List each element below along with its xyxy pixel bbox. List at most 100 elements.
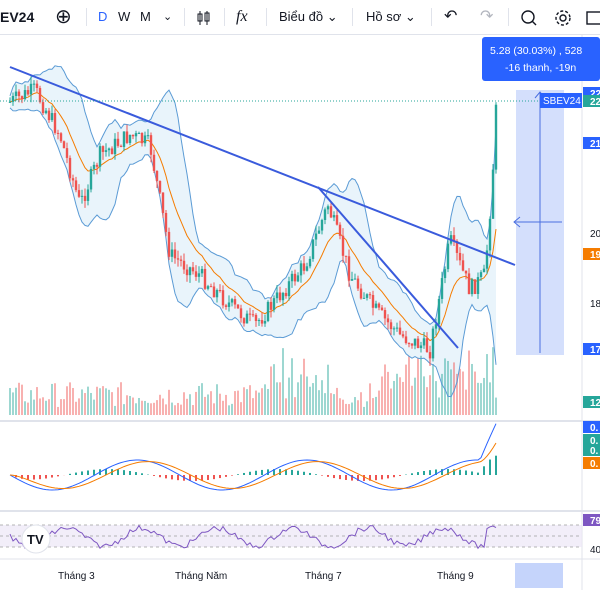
x-tick-label: Tháng 3 xyxy=(58,571,95,582)
candle-body xyxy=(329,206,333,218)
macd-histogram-bar xyxy=(387,475,389,479)
top-toolbar: EV24 ⊕ D W M ⌄ fx Biểu đồ ⌄ Hồ sơ ⌄ ↶ ↷ xyxy=(0,0,600,35)
volume-bar xyxy=(435,381,437,415)
volume-bar xyxy=(468,350,470,415)
interval-m[interactable]: M xyxy=(140,9,151,24)
undo-icon[interactable]: ↶ xyxy=(444,8,458,25)
alert-icon[interactable] xyxy=(520,0,538,34)
candle-body xyxy=(287,281,291,297)
candle-body xyxy=(428,352,432,359)
volume-bar xyxy=(294,397,296,415)
macd-histogram-bar xyxy=(297,470,299,475)
macd-histogram-bar xyxy=(339,475,341,480)
symbol-label[interactable]: EV24 xyxy=(0,9,35,25)
candle-body xyxy=(101,146,105,152)
macd-histogram-bar xyxy=(255,470,257,475)
macd-histogram-bar xyxy=(465,470,467,475)
candle-body xyxy=(239,308,243,319)
volume-bar xyxy=(48,399,50,415)
volume-bar xyxy=(81,389,83,415)
candle-body xyxy=(191,267,195,272)
candle-body xyxy=(194,271,198,277)
macd-histogram-bar xyxy=(447,469,449,475)
volume-bar xyxy=(186,398,188,415)
macd-histogram-bar xyxy=(69,473,71,475)
candle-body xyxy=(263,321,267,324)
candle-body xyxy=(134,133,138,137)
candle-body xyxy=(11,95,15,102)
macd-histogram-bar xyxy=(159,475,161,478)
macd-histogram-bar xyxy=(135,472,137,475)
candle-body xyxy=(164,212,168,232)
candle-body xyxy=(323,209,327,220)
x-tick-label: Tháng Năm xyxy=(175,571,227,582)
indicators-icon[interactable]: fx xyxy=(236,8,248,25)
candle-body xyxy=(137,132,141,134)
axis-badge xyxy=(583,434,600,446)
candle-body xyxy=(380,307,384,311)
volume-bar xyxy=(288,377,290,415)
candle-body xyxy=(281,292,285,301)
volume-bar xyxy=(45,400,47,415)
bottom-bar xyxy=(0,590,600,600)
candle-body xyxy=(425,338,429,353)
volume-bar xyxy=(183,392,185,415)
volume-bars xyxy=(9,347,497,415)
measure-tooltip xyxy=(482,37,600,81)
volume-bar xyxy=(327,364,329,415)
macd-histogram-bar xyxy=(369,475,371,481)
macd-histogram-bar xyxy=(477,472,479,475)
layout-icon[interactable] xyxy=(586,0,600,34)
volume-bar xyxy=(27,402,29,415)
candle-body xyxy=(215,290,219,298)
candle-body xyxy=(14,91,18,96)
interval-dropdown-icon[interactable]: ⌄ xyxy=(163,11,173,23)
volume-bar xyxy=(108,389,110,415)
candle-body xyxy=(113,138,117,155)
macd-histogram-bar xyxy=(207,475,209,480)
candle-body xyxy=(155,170,159,181)
add-symbol-icon[interactable]: ⊕ xyxy=(55,6,72,28)
volume-bar xyxy=(423,376,425,415)
interval-w[interactable]: W xyxy=(118,9,131,24)
volume-bar xyxy=(216,384,218,415)
macd-histogram-bar xyxy=(261,469,263,475)
chart-type-button[interactable]: Biểu đồ ⌄ xyxy=(279,9,338,24)
interval-d[interactable]: D xyxy=(98,9,108,24)
volume-bar xyxy=(291,358,293,415)
candle-body xyxy=(479,272,483,278)
volume-bar xyxy=(198,385,200,415)
macd-histogram-bar xyxy=(237,474,239,475)
volume-bar xyxy=(102,386,104,415)
candle-body xyxy=(314,233,318,240)
candle-body xyxy=(278,292,282,301)
candle-body xyxy=(71,178,75,181)
candle-body xyxy=(86,189,90,201)
candle-body xyxy=(242,318,246,324)
volume-bar xyxy=(420,355,422,415)
volume-bar xyxy=(264,384,266,415)
candles-icon[interactable] xyxy=(195,0,213,34)
volume-bar xyxy=(417,358,419,415)
volume-bar xyxy=(363,406,365,415)
settings-icon[interactable] xyxy=(554,0,572,34)
candle-body xyxy=(17,91,21,97)
macd-histogram-bar xyxy=(189,475,191,481)
volume-bar xyxy=(129,395,131,415)
volume-bar xyxy=(54,383,56,415)
redo-icon[interactable]: ↷ xyxy=(480,8,494,25)
candle-body xyxy=(467,273,471,295)
profile-button[interactable]: Hồ sơ ⌄ xyxy=(366,9,416,24)
macd-histogram-bar xyxy=(423,471,425,475)
tradingview-logo[interactable] xyxy=(21,524,51,554)
candle-body xyxy=(359,288,363,299)
volume-bar xyxy=(357,400,359,415)
volume-bar xyxy=(228,405,230,415)
volume-bar xyxy=(411,385,413,415)
volume-bar xyxy=(243,387,245,415)
axis-tick-label: 20 xyxy=(590,229,600,240)
axis-badge xyxy=(583,137,600,149)
symbol-badge-text: SBEV24 xyxy=(543,96,581,107)
volume-bar xyxy=(87,386,89,415)
